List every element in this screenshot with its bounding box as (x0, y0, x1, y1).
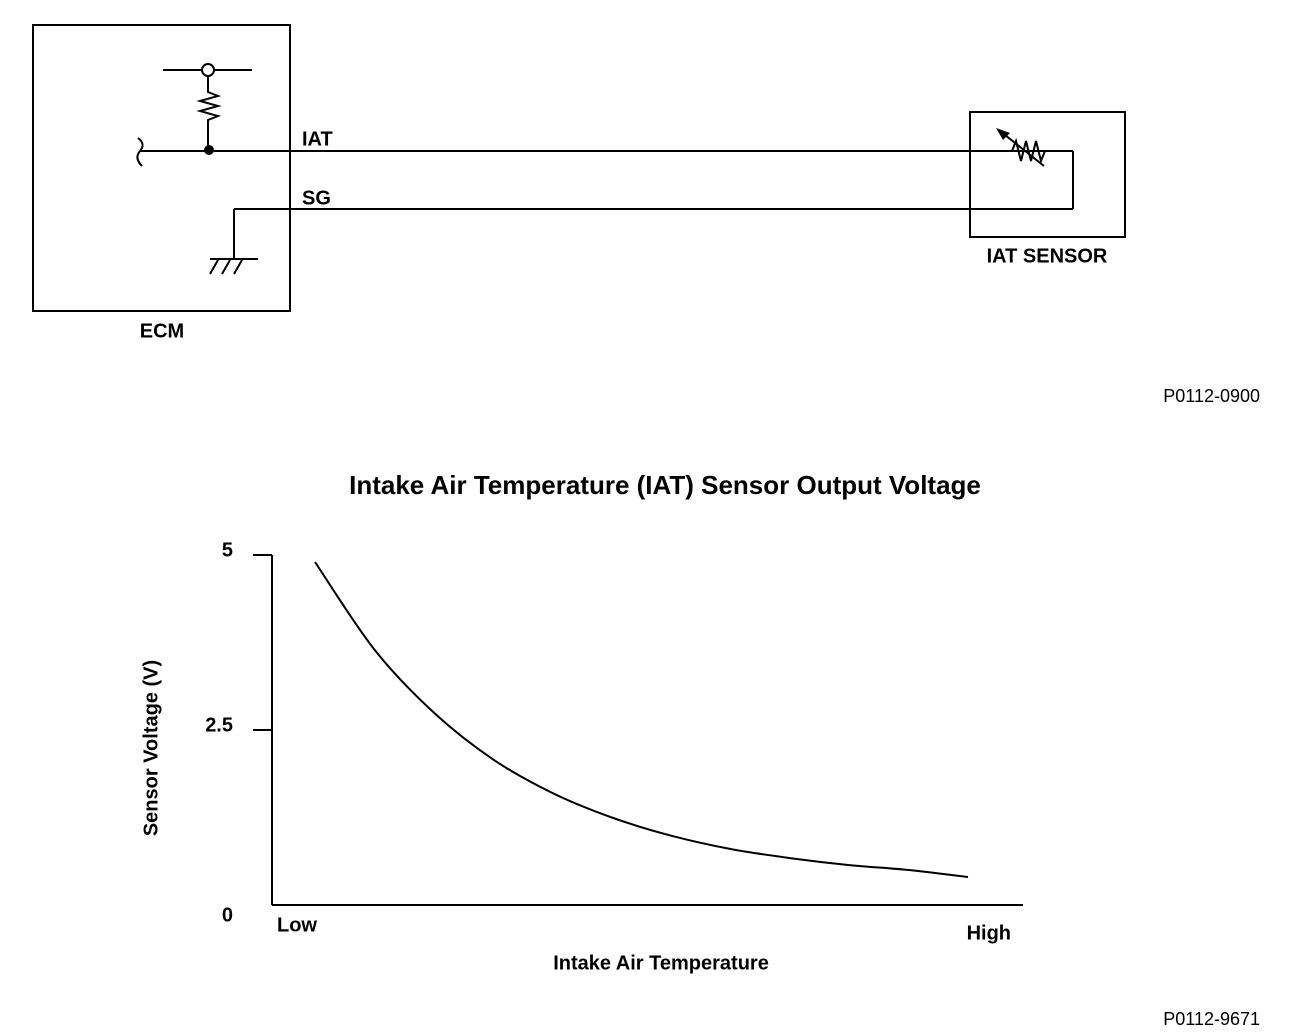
ecm-label: ECM (140, 320, 184, 342)
ground-hatch (209, 259, 243, 275)
y-tick-label: 5 (222, 539, 233, 561)
x-axis-label: Intake Air Temperature (553, 952, 769, 974)
sensor-box (969, 111, 1126, 238)
wire-label: IAT (302, 128, 333, 150)
sensor-label: IAT SENSOR (987, 245, 1108, 267)
x-end-label: High (967, 922, 1011, 944)
y-axis-label: Sensor Voltage (V) (140, 660, 162, 836)
x-end-label: Low (277, 914, 317, 936)
voltage-curve (314, 561, 969, 878)
y-tick-label: 0 (222, 904, 233, 926)
figure-id: P0112-0900 (1163, 386, 1260, 406)
wire-label: SG (302, 187, 331, 209)
thermistor (1005, 137, 1046, 165)
terminal (201, 63, 215, 77)
thermistor-arrow (999, 130, 1045, 167)
chart: Intake Air Temperature (IAT) Sensor Outp… (140, 470, 1260, 1029)
y-tick-label: 2.5 (205, 714, 233, 736)
chart-title: Intake Air Temperature (IAT) Sensor Outp… (349, 470, 981, 500)
arrow-head (996, 128, 1010, 140)
ecm-box (32, 24, 291, 312)
figure-id: P0112-9671 (1163, 1009, 1260, 1029)
pullup-resistor (196, 76, 222, 151)
wiring-diagram: ECM IAT SG IAT SENSOR P0112-0900 (32, 24, 1260, 406)
